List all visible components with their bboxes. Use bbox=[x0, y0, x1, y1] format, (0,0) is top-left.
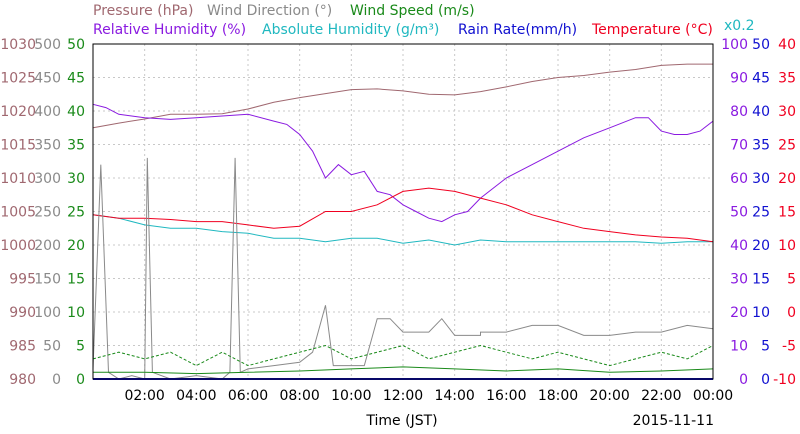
tick-pressure: 1015 bbox=[0, 138, 36, 154]
x-tick-label: 22:00 bbox=[641, 388, 681, 404]
tick-relative-humidity: 0 bbox=[739, 372, 748, 388]
x-tick-label: 06:00 bbox=[228, 388, 268, 404]
tick-relative-humidity: 60 bbox=[730, 171, 748, 187]
tick-wind-direction: 150 bbox=[34, 272, 61, 288]
tick-labels: 9809859909951000100510101015102010251030… bbox=[0, 37, 796, 404]
tick-pressure: 1010 bbox=[0, 171, 36, 187]
tick-relative-humidity: 40 bbox=[730, 238, 748, 254]
tick-wind-speed: 40 bbox=[67, 104, 85, 120]
tick-pressure: 1000 bbox=[0, 238, 36, 254]
tick-relative-humidity: 30 bbox=[730, 272, 748, 288]
legend-pressure: Pressure (hPa) bbox=[93, 3, 193, 19]
tick-wind-speed: 15 bbox=[67, 272, 85, 288]
legend-wind-direction: Wind Direction (°) bbox=[207, 3, 332, 19]
legend-relative-humidity: Relative Humidity (%) bbox=[93, 22, 246, 38]
tick-temperature: 20 bbox=[778, 171, 796, 187]
x-tick-label: 04:00 bbox=[176, 388, 216, 404]
tick-rain-rate: 35 bbox=[752, 138, 770, 154]
tick-temperature: 15 bbox=[778, 205, 796, 221]
tick-relative-humidity: 90 bbox=[730, 71, 748, 87]
tick-relative-humidity: 50 bbox=[730, 205, 748, 221]
x-tick-label: 02:00 bbox=[124, 388, 164, 404]
tick-relative-humidity: 100 bbox=[721, 37, 748, 53]
series-temperature bbox=[92, 187, 714, 243]
tick-wind-speed: 0 bbox=[76, 372, 85, 388]
tick-temperature: -10 bbox=[773, 372, 796, 388]
tick-relative-humidity: 10 bbox=[730, 339, 748, 355]
tick-wind-direction: 450 bbox=[34, 71, 61, 87]
tick-relative-humidity: 70 bbox=[730, 138, 748, 154]
tick-temperature: 5 bbox=[787, 272, 796, 288]
tick-pressure: 1020 bbox=[0, 104, 36, 120]
tick-wind-direction: 100 bbox=[34, 305, 61, 321]
tick-wind-speed: 20 bbox=[67, 238, 85, 254]
tick-wind-direction: 500 bbox=[34, 37, 61, 53]
tick-pressure: 990 bbox=[9, 305, 36, 321]
tick-wind-speed: 25 bbox=[67, 205, 85, 221]
tick-wind-direction: 50 bbox=[43, 339, 61, 355]
tick-wind-direction: 350 bbox=[34, 138, 61, 154]
tick-rain-rate: 40 bbox=[752, 104, 770, 120]
legend-scale-note: x0.2 bbox=[724, 18, 755, 34]
x-tick-label: 00:00 bbox=[693, 388, 733, 404]
legend-rain-rate: Rain Rate(mm/h) bbox=[458, 22, 577, 38]
tick-rain-rate: 50 bbox=[752, 37, 770, 53]
tick-temperature: 30 bbox=[778, 104, 796, 120]
tick-wind-direction: 250 bbox=[34, 205, 61, 221]
legend: Pressure (hPa) Wind Direction (°) Wind S… bbox=[93, 3, 755, 38]
series-wind-speed bbox=[92, 344, 714, 367]
tick-rain-rate: 20 bbox=[752, 238, 770, 254]
tick-pressure: 1005 bbox=[0, 205, 36, 221]
x-axis-label: Time (JST) bbox=[365, 413, 437, 429]
tick-pressure: 985 bbox=[9, 339, 36, 355]
tick-wind-speed: 35 bbox=[67, 138, 85, 154]
tick-relative-humidity: 80 bbox=[730, 104, 748, 120]
series-wind-direction bbox=[92, 157, 714, 380]
x-tick-label: 16:00 bbox=[486, 388, 526, 404]
tick-wind-speed: 50 bbox=[67, 37, 85, 53]
tick-wind-direction: 200 bbox=[34, 238, 61, 254]
tick-pressure: 1030 bbox=[0, 37, 36, 53]
tick-temperature: 25 bbox=[778, 138, 796, 154]
x-tick-label: 20:00 bbox=[589, 388, 629, 404]
plot-frame bbox=[92, 43, 714, 380]
tick-rain-rate: 15 bbox=[752, 272, 770, 288]
series-relative-humidity bbox=[92, 103, 714, 223]
tick-wind-speed: 10 bbox=[67, 305, 85, 321]
tick-rain-rate: 10 bbox=[752, 305, 770, 321]
tick-rain-rate: 45 bbox=[752, 71, 770, 87]
tick-rain-rate: 30 bbox=[752, 171, 770, 187]
x-tick-label: 14:00 bbox=[434, 388, 474, 404]
tick-wind-speed: 5 bbox=[76, 339, 85, 355]
tick-rain-rate: 25 bbox=[752, 205, 770, 221]
date-label: 2015-11-11 bbox=[633, 413, 714, 429]
tick-temperature: 40 bbox=[778, 37, 796, 53]
x-tick-label: 10:00 bbox=[331, 388, 371, 404]
legend-temperature: Temperature (°C) bbox=[591, 22, 713, 38]
tick-wind-direction: 400 bbox=[34, 104, 61, 120]
tick-relative-humidity: 20 bbox=[730, 305, 748, 321]
tick-pressure: 995 bbox=[9, 272, 36, 288]
tick-temperature: 0 bbox=[787, 305, 796, 321]
x-tick-label: 18:00 bbox=[538, 388, 578, 404]
x-tick-label: 12:00 bbox=[383, 388, 423, 404]
tick-wind-speed: 30 bbox=[67, 171, 85, 187]
tick-rain-rate: 5 bbox=[761, 339, 770, 355]
tick-temperature: 35 bbox=[778, 71, 796, 87]
tick-wind-direction: 0 bbox=[52, 372, 61, 388]
series-wind-speed-avg bbox=[93, 366, 714, 375]
legend-wind-speed: Wind Speed (m/s) bbox=[350, 3, 475, 19]
tick-pressure: 980 bbox=[9, 372, 36, 388]
series-absolute-humidity bbox=[92, 214, 713, 246]
tick-temperature: -5 bbox=[782, 339, 796, 355]
tick-rain-rate: 0 bbox=[761, 372, 770, 388]
legend-absolute-humidity: Absolute Humidity (g/m³) bbox=[262, 22, 439, 38]
tick-wind-speed: 45 bbox=[67, 71, 85, 87]
tick-wind-direction: 300 bbox=[34, 171, 61, 187]
tick-temperature: 10 bbox=[778, 238, 796, 254]
x-tick-label: 08:00 bbox=[279, 388, 319, 404]
series-pressure bbox=[92, 63, 713, 129]
tick-pressure: 1025 bbox=[0, 71, 36, 87]
